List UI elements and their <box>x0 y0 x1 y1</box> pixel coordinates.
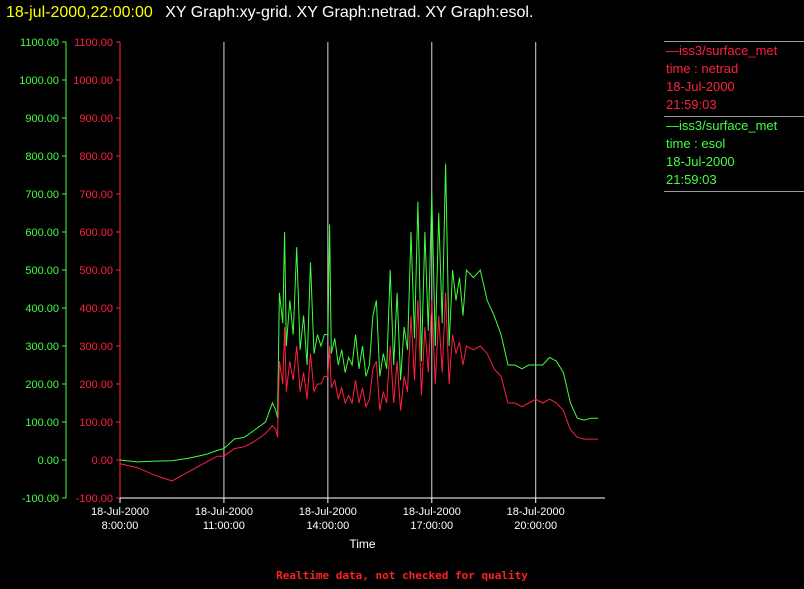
esol-y-tick-label: 900.00 <box>25 113 59 125</box>
netrad-series-line <box>119 292 599 482</box>
esol-y-tick-label: -100.00 <box>22 493 59 505</box>
x-tick-label-date: 18-Jul-2000 <box>195 506 253 518</box>
netrad-y-tick-label: 800.00 <box>79 151 113 163</box>
netrad-y-tick-label: 1000.00 <box>73 75 113 87</box>
esol-y-tick-label: 200.00 <box>25 379 59 391</box>
esol-y-tick-label: 1100.00 <box>20 37 59 49</box>
legend-line: 21:59:03 <box>666 97 717 112</box>
netrad-y-tick-label: 100.00 <box>79 417 113 429</box>
legend-line: time : netrad <box>666 61 739 76</box>
netrad-y-tick-label: 700.00 <box>79 189 113 201</box>
esol-y-tick-label: 600.00 <box>25 227 59 239</box>
x-tick-label-date: 18-Jul-2000 <box>507 506 565 518</box>
x-tick-label-date: 18-Jul-2000 <box>91 506 149 518</box>
x-tick-label-date: 18-Jul-2000 <box>299 506 357 518</box>
x-axis-label: Time <box>349 537 376 551</box>
legend: —iss3/surface_met time : netrad 18-Jul-200… <box>664 41 804 192</box>
x-tick-label-time: 8:00:00 <box>102 520 139 532</box>
esol-y-tick-label: 400.00 <box>25 303 59 315</box>
netrad-y-tick-label: 200.00 <box>79 379 113 391</box>
esol-y-tick-label: 500.00 <box>25 265 59 277</box>
title-timestamp: 18-jul-2000,22:00:00 <box>6 4 153 21</box>
netrad-y-tick-label: 0.00 <box>92 455 113 467</box>
esol-y-tick-label: 1000.00 <box>19 75 59 87</box>
legend-line: time : esol <box>666 136 726 151</box>
netrad-y-tick-label: -100.00 <box>76 493 113 505</box>
legend-line: —iss3/surface_met <box>666 118 778 133</box>
esol-y-tick-label: 300.00 <box>25 341 59 353</box>
x-tick-label-date: 18-Jul-2000 <box>403 506 461 518</box>
esol-y-tick-label: 800.00 <box>25 151 59 163</box>
esol-y-tick-label: 700.00 <box>25 189 59 201</box>
title-bar: 18-jul-2000,22:00:00 XY Graph:xy-grid. X… <box>0 0 533 26</box>
netrad-y-tick-label: 1100.00 <box>74 37 113 49</box>
quality-footnote: Realtime data, not checked for quality <box>276 569 528 582</box>
netrad-y-tick-label: 500.00 <box>79 265 113 277</box>
esol-y-tick-label: 100.00 <box>25 417 59 429</box>
esol-y-tick-label: 0.00 <box>38 455 59 467</box>
esol-series-line <box>119 163 599 463</box>
x-tick-label-time: 11:00:00 <box>203 520 245 532</box>
netrad-y-tick-label: 300.00 <box>79 341 113 353</box>
legend-line: 18-Jul-2000 <box>666 154 735 169</box>
x-tick-label-time: 14:00:00 <box>306 520 349 532</box>
x-tick-label-time: 17:00:00 <box>410 520 453 532</box>
title-graph-list: XY Graph:xy-grid. XY Graph:netrad. XY Gr… <box>165 4 534 21</box>
legend-line: 18-Jul-2000 <box>666 79 735 94</box>
legend-line: 21:59:03 <box>666 172 717 187</box>
legend-line: —iss3/surface_met <box>666 43 778 58</box>
netrad-y-tick-label: 900.00 <box>79 113 113 125</box>
x-tick-label-time: 20:00:00 <box>514 520 557 532</box>
netrad-y-tick-label: 400.00 <box>79 303 113 315</box>
netrad-y-tick-label: 600.00 <box>79 227 113 239</box>
